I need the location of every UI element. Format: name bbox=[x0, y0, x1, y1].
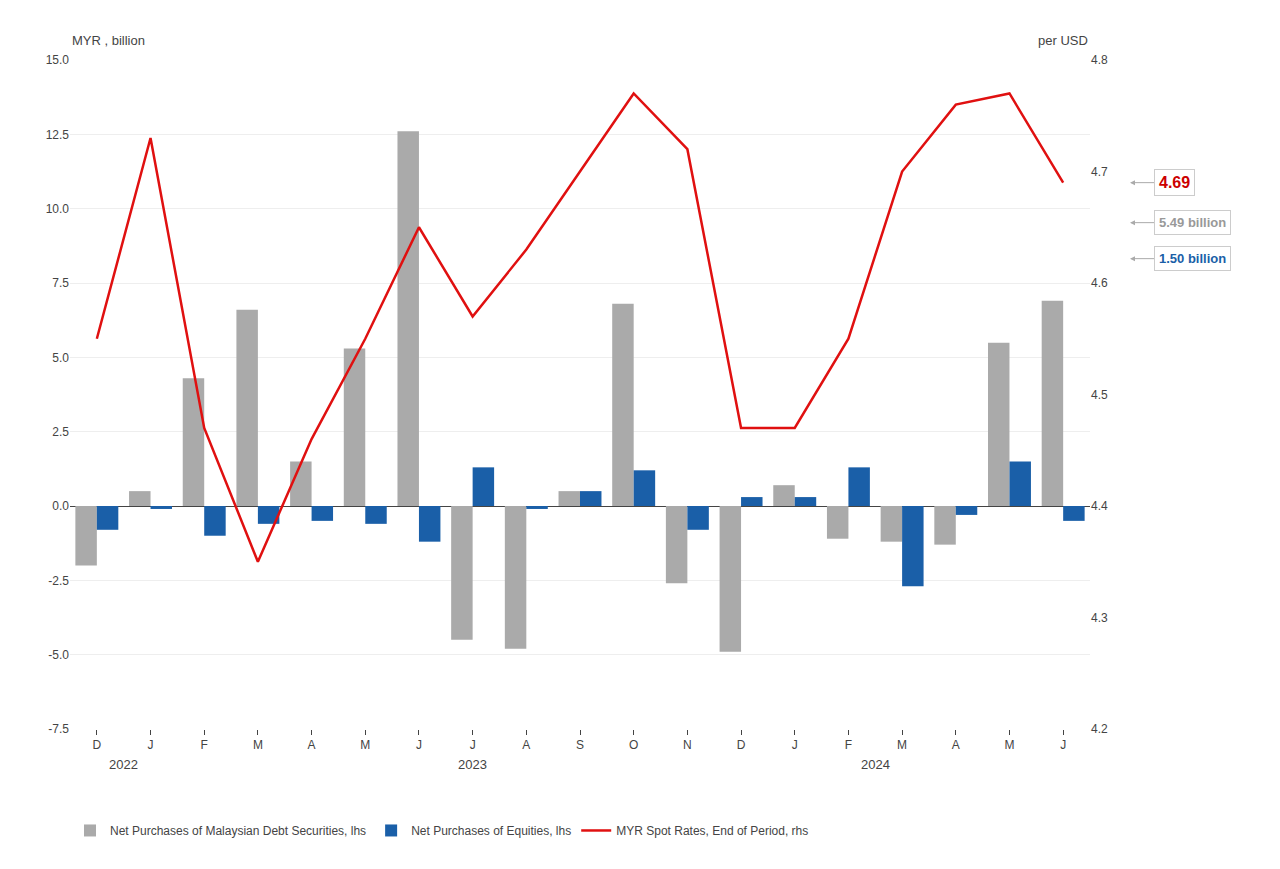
svg-text:4.2: 4.2 bbox=[1091, 722, 1108, 736]
svg-text:2.5: 2.5 bbox=[52, 425, 69, 439]
svg-text:10.0: 10.0 bbox=[46, 202, 70, 216]
svg-text:J: J bbox=[470, 738, 476, 752]
svg-text:J: J bbox=[792, 738, 798, 752]
svg-text:S: S bbox=[576, 738, 584, 752]
svg-text:5.0: 5.0 bbox=[52, 351, 69, 365]
svg-text:M: M bbox=[253, 738, 263, 752]
svg-text:-7.5: -7.5 bbox=[48, 722, 69, 736]
svg-text:A: A bbox=[522, 738, 530, 752]
svg-text:4.8: 4.8 bbox=[1091, 53, 1108, 67]
svg-text:0.0: 0.0 bbox=[52, 499, 69, 513]
svg-text:2023: 2023 bbox=[458, 757, 487, 772]
svg-text:O: O bbox=[629, 738, 638, 752]
svg-text:F: F bbox=[845, 738, 852, 752]
svg-text:5.49 billion: 5.49 billion bbox=[1159, 215, 1226, 230]
svg-text:per USD: per USD bbox=[1038, 33, 1088, 48]
svg-text:A: A bbox=[308, 738, 316, 752]
svg-text:J: J bbox=[1060, 738, 1066, 752]
svg-text:1.50 billion: 1.50 billion bbox=[1159, 251, 1226, 266]
svg-text:4.5: 4.5 bbox=[1091, 388, 1108, 402]
svg-text:4.7: 4.7 bbox=[1091, 165, 1108, 179]
svg-text:M: M bbox=[897, 738, 907, 752]
svg-text:J: J bbox=[416, 738, 422, 752]
svg-text:Net Purchases of Malaysian Deb: Net Purchases of Malaysian Debt Securiti… bbox=[110, 824, 366, 838]
svg-text:M: M bbox=[1004, 738, 1014, 752]
svg-text:2024: 2024 bbox=[861, 757, 890, 772]
svg-text:4.69: 4.69 bbox=[1159, 174, 1190, 191]
svg-text:J: J bbox=[148, 738, 154, 752]
svg-text:F: F bbox=[201, 738, 208, 752]
svg-text:Net Purchases of Equities, lhs: Net Purchases of Equities, lhs bbox=[411, 824, 571, 838]
svg-text:MYR Spot Rates, End of Period,: MYR Spot Rates, End of Period, rhs bbox=[616, 824, 808, 838]
svg-text:7.5: 7.5 bbox=[52, 276, 69, 290]
svg-text:D: D bbox=[93, 738, 102, 752]
svg-text:-2.5: -2.5 bbox=[48, 574, 69, 588]
svg-text:4.3: 4.3 bbox=[1091, 611, 1108, 625]
svg-text:2022: 2022 bbox=[109, 757, 138, 772]
svg-text:15.0: 15.0 bbox=[46, 53, 70, 67]
svg-text:MYR , billion: MYR , billion bbox=[72, 33, 145, 48]
svg-text:D: D bbox=[737, 738, 746, 752]
svg-text:M: M bbox=[360, 738, 370, 752]
svg-text:12.5: 12.5 bbox=[46, 128, 70, 142]
svg-text:N: N bbox=[683, 738, 692, 752]
svg-text:A: A bbox=[952, 738, 960, 752]
svg-text:4.4: 4.4 bbox=[1091, 499, 1108, 513]
svg-text:4.6: 4.6 bbox=[1091, 276, 1108, 290]
svg-text:-5.0: -5.0 bbox=[48, 648, 69, 662]
